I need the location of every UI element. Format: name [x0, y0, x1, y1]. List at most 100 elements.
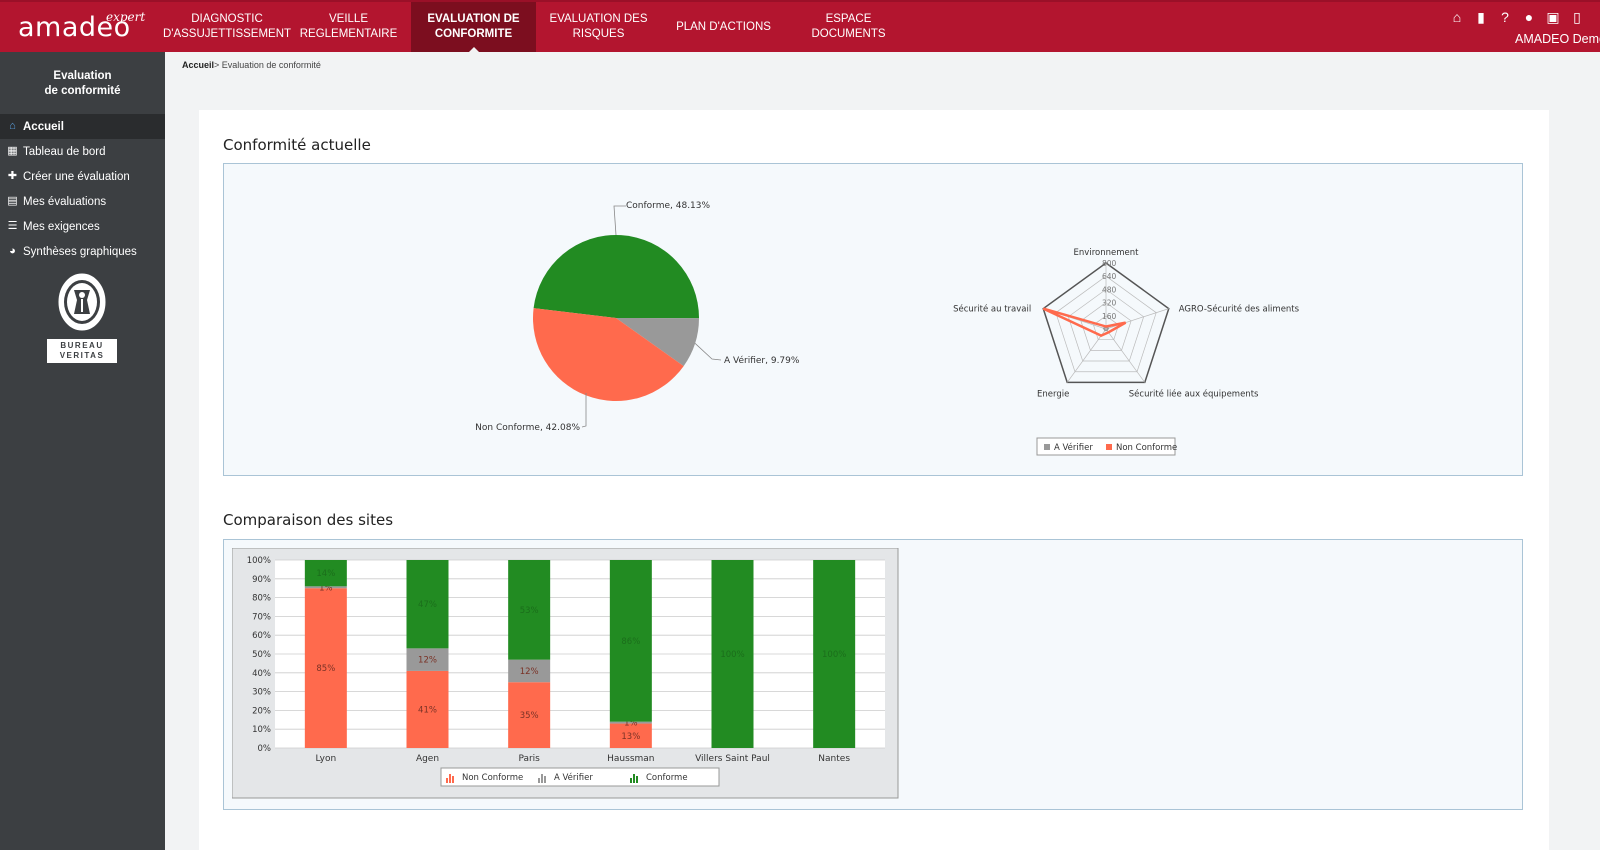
- radar-legend: A Vérifier Non Conforme: [1036, 437, 1177, 456]
- sidebar-title: Evaluation de conformité: [0, 52, 165, 114]
- bar-1-0: [406, 670, 449, 748]
- sidebar-item-label: Mes évaluations: [23, 195, 107, 208]
- bar-legend-label-2: Conforme: [646, 773, 688, 783]
- radar-axis-3: [1066, 328, 1107, 383]
- bar-ytick-9: 90%: [252, 575, 271, 585]
- bar-2-1: [508, 659, 551, 683]
- bar-category-4: Villers Saint Paul: [695, 754, 770, 764]
- door-icon[interactable]: ▯: [1573, 9, 1581, 25]
- radar-grid-1: [1080, 302, 1132, 351]
- bar-ytick-10: 100%: [247, 556, 271, 566]
- sidebar-item-label: Créer une évaluation: [23, 170, 130, 183]
- radar-axis-label-3: Energie: [1037, 389, 1069, 399]
- pie-leader-0: [613, 205, 626, 236]
- bar-label-1-1: 12%: [418, 656, 437, 666]
- brand-logo-bottom: BUREAU VERITAS: [47, 339, 117, 363]
- document-icon: ▤: [7, 195, 18, 207]
- bar-4-2: [711, 560, 754, 748]
- help-icon[interactable]: ?: [1501, 9, 1509, 25]
- bar-ytick-1: 10%: [252, 725, 271, 735]
- bar-2-2: [508, 560, 551, 660]
- nav-item-0[interactable]: DIAGNOSTIC D'ASSUJETTISSEMENT: [162, 13, 292, 40]
- sidebar-item-1[interactable]: ▦ Tableau de bord: [0, 139, 165, 164]
- bar-label-2-1: 12%: [520, 667, 539, 677]
- radar-series-0: [1102, 326, 1110, 332]
- radar-axis-label-1: AGRO-Sécurité des aliments: [1179, 304, 1300, 315]
- bar-legend-icon-a-2: [630, 778, 632, 783]
- radar-tick-3: 640: [1102, 272, 1117, 281]
- sidebar-item-label: Synthèses graphiques: [23, 245, 137, 258]
- bar-category-2: Paris: [518, 754, 540, 764]
- radar-axis-label-0: Environnement: [1074, 248, 1140, 258]
- bar-label-0-1: 1%: [319, 583, 333, 593]
- nav-item-5[interactable]: ESPACE DOCUMENTS: [811, 13, 886, 40]
- book-icon[interactable]: ▮: [1477, 9, 1485, 25]
- breadcrumb-separator: >: [214, 60, 220, 70]
- breadcrumb-current: Evaluation de conformité: [221, 60, 321, 70]
- pie-leader-1: [694, 343, 722, 361]
- bar-ytick-5: 50%: [252, 650, 271, 660]
- logo-superscript: expert: [106, 10, 146, 24]
- seal-icon: [58, 273, 106, 331]
- bar-label-5-2: 100%: [822, 650, 846, 660]
- sidebar-title-line1: Evaluation: [53, 70, 112, 82]
- current-conformity-title: Conformité actuelle: [223, 136, 371, 154]
- home-icon[interactable]: ⌂: [1452, 9, 1462, 25]
- nav-item-4[interactable]: PLAN D'ACTIONS: [676, 20, 771, 33]
- sidebar-item-3[interactable]: ▤ Mes évaluations: [0, 189, 165, 214]
- bureau-veritas-logo: BUREAU VERITAS: [47, 272, 117, 363]
- bar-ytick-7: 70%: [252, 612, 271, 622]
- bar-ytick-0: 0%: [258, 744, 272, 754]
- radar-grid-4: [1042, 262, 1170, 384]
- bar-label-3-1: 1%: [624, 719, 638, 729]
- bar-5-2: [813, 560, 856, 748]
- bar-label-0-2: 14%: [316, 569, 335, 579]
- user-name[interactable]: AMADEO Demo: [1515, 32, 1600, 46]
- bar-label-3-0: 13%: [621, 732, 640, 742]
- bar-label-4-2: 100%: [720, 650, 744, 660]
- bar-category-3: Haussman: [607, 754, 654, 764]
- breadcrumb-home[interactable]: Accueil: [182, 60, 215, 70]
- bar-legend-icon-b-2: [633, 774, 635, 783]
- bar-label-3-2: 86%: [621, 637, 640, 647]
- radar-grid-3: [1055, 275, 1157, 373]
- user-icon[interactable]: ●: [1524, 9, 1534, 25]
- bar-ytick-4: 40%: [252, 669, 271, 679]
- sidebar-item-4[interactable]: ☰ Mes exigences: [0, 214, 165, 239]
- nav-item-2[interactable]: EVALUATION DE CONFORMITE: [411, 2, 536, 53]
- pie-chart: Conforme, 48.13% A Vérifier, 9.79% Non Con…: [475, 201, 800, 433]
- bar-0-1: [304, 586, 347, 589]
- radar-series-1: [1042, 307, 1127, 338]
- list-icon: ☰: [7, 220, 18, 232]
- radar-tick-4: 800: [1102, 259, 1117, 268]
- bar-ytick-8: 80%: [252, 594, 271, 604]
- bar-legend-box: [440, 767, 720, 787]
- bar-ytick-2: 20%: [252, 706, 271, 716]
- pie-slice-0: [533, 235, 699, 319]
- bar-legend-icon-a-1: [538, 778, 540, 783]
- bar-ytick-3: 30%: [252, 688, 271, 698]
- radar-tick-1: 320: [1102, 299, 1117, 308]
- sidebar-item-2[interactable]: ✚ Créer une évaluation: [0, 164, 165, 189]
- bar-legend: Non Conforme A Vérifier Conforme: [440, 767, 720, 787]
- app-logo[interactable]: amadeo expert: [18, 10, 145, 43]
- sidebar-item-label: Tableau de bord: [23, 145, 106, 158]
- pie-leader-2: [581, 393, 587, 428]
- radar-legend-label-0: A Vérifier: [1054, 442, 1093, 453]
- nav-item-1[interactable]: VEILLE REGLEMENTAIRE: [299, 13, 398, 40]
- bar-category-5: Nantes: [818, 754, 850, 764]
- breadcrumb: Accueil> Evaluation de conformité: [182, 60, 321, 70]
- logo-text: amadeo: [18, 12, 131, 43]
- pie-chart-icon: ◕: [9, 245, 16, 257]
- sites-comparison-box: 0% 10% 20% 30% 40% 50% 60% 70% 80% 90% 100% 85% 1% 14…: [223, 539, 1523, 810]
- pie-label-2: Non Conforme, 42.08%: [475, 423, 580, 433]
- table-icon: ▦: [7, 145, 18, 157]
- contact-icon[interactable]: ▣: [1546, 9, 1560, 25]
- bar-category-0: Lyon: [315, 754, 336, 764]
- sidebar-item-0[interactable]: ⌂ Accueil: [0, 114, 165, 139]
- sidebar-item-5[interactable]: ◕ Synthèses graphiques: [0, 239, 165, 264]
- bar-ytick-6: 60%: [252, 631, 271, 641]
- nav-item-3[interactable]: EVALUATION DES RISQUES: [549, 13, 648, 40]
- main-nav: DIAGNOSTIC D'ASSUJETTISSEMENT VEILLE REGLE…: [162, 2, 911, 54]
